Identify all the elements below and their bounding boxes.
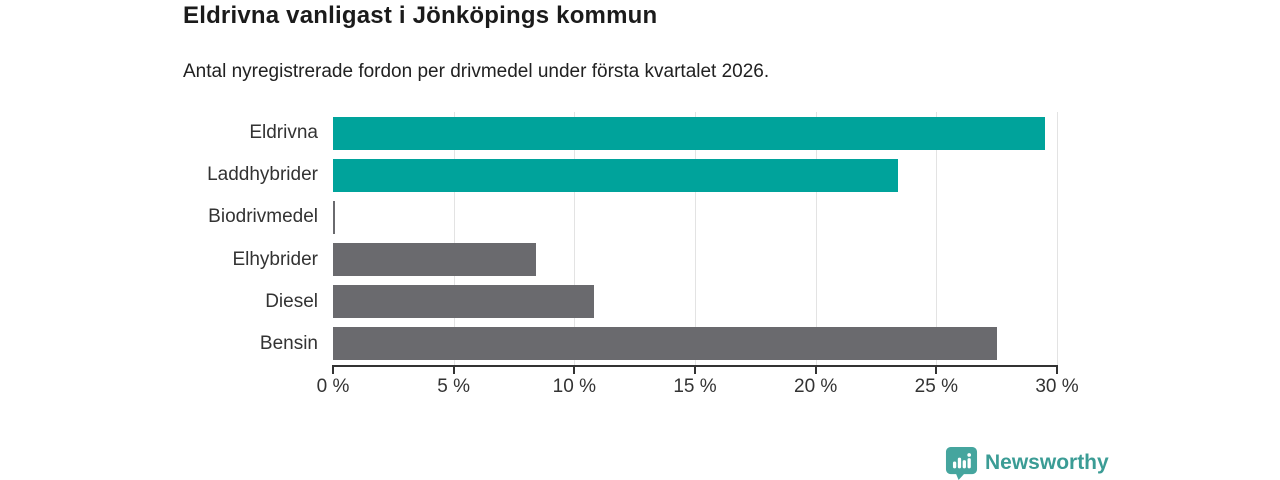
x-axis-line [332,365,1058,367]
gridline [695,112,696,365]
x-axis: 0 % 5 % 10 % 15 % 20 % 25 % 30 % [317,365,1079,410]
x-axis-tick-label: 30 % [1035,376,1079,397]
bar-biodrivmedel [333,200,336,234]
x-axis-tick-label: 20 % [794,376,838,397]
gridline [815,112,817,365]
x-axis-tick-label: 10 % [552,376,596,397]
category-label: Eldrivna [249,122,318,144]
x-axis-tick [332,367,334,374]
plot-area [333,112,1058,365]
newsworthy-logo-icon [945,446,978,480]
x-axis-tick [452,367,455,374]
bar-laddhybrider [333,158,898,192]
gridline [453,112,455,365]
category-label: Bensin [259,332,318,354]
chart-title: Eldrivna vanligast i Jönköpings kommun [183,2,658,29]
bar-diesel [333,285,594,319]
x-axis-tick-label: 0 % [316,376,350,397]
category-label: Elhybrider [232,248,318,270]
category-label: Laddhybrider [207,164,318,186]
newsworthy-logo-text: Newsworthy [985,451,1109,474]
category-label: Biodrivmedel [208,206,318,228]
bar-eldrivna [333,116,1045,150]
x-axis-tick [935,367,938,374]
chart-subtitle: Antal nyregistrerade fordon per drivmede… [183,61,770,82]
gridline [936,112,938,365]
bar-bensin [333,327,997,361]
x-axis-tick [814,367,817,374]
x-axis-tick-label: 5 % [437,376,471,397]
x-axis-tick [694,367,696,374]
gridline [574,112,576,365]
category-label: Diesel [265,290,318,312]
x-axis-tick-label: 25 % [914,376,958,397]
bar-elhybrider [333,243,536,277]
gridline [1057,112,1058,365]
x-axis-tick [573,367,576,374]
x-axis-tick-label: 15 % [673,376,717,397]
x-axis-tick [1056,367,1058,374]
branding: Newsworthy [945,446,1109,480]
category-labels: Eldrivna Laddhybrider Biodrivmedel Elhybrid… [0,112,318,365]
